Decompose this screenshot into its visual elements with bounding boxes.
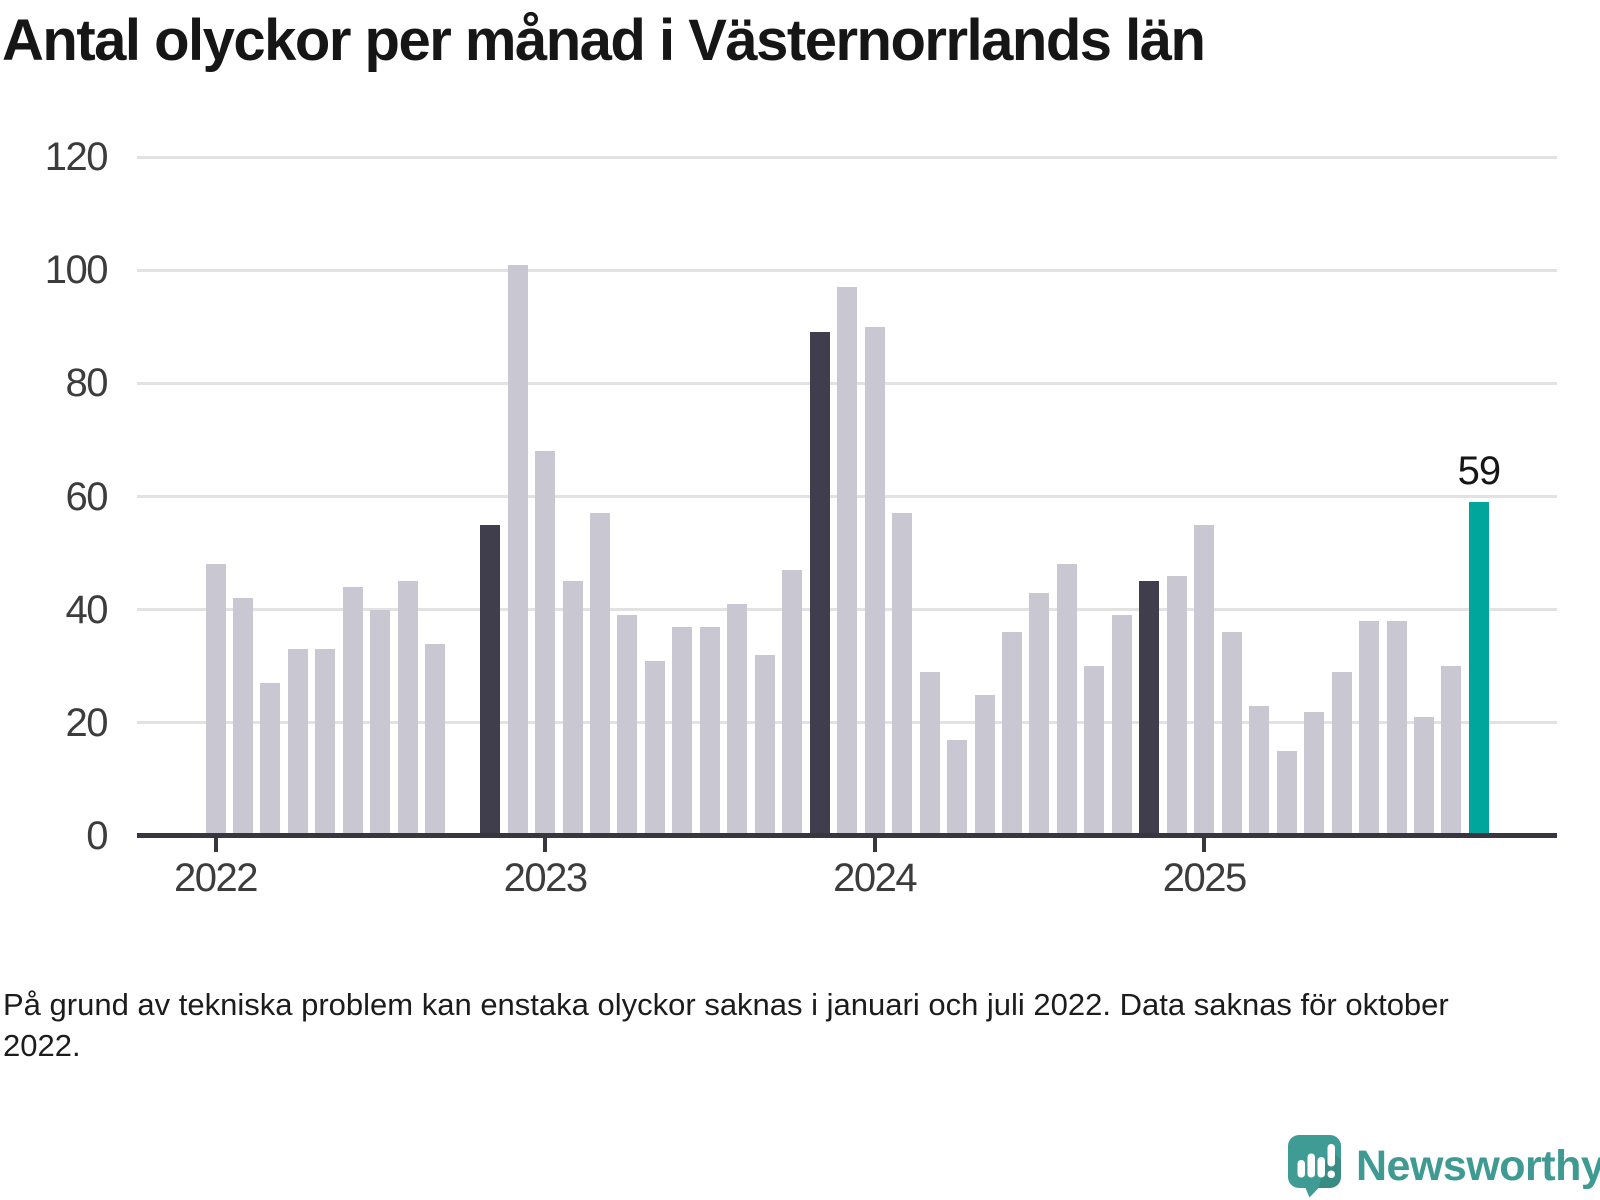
bar-2025-02 — [1221, 632, 1242, 836]
bar-2024-05 — [974, 694, 995, 836]
bar-2023-12 — [837, 287, 858, 836]
bar-2024-12 — [1166, 575, 1187, 836]
bar-2022-09 — [425, 643, 446, 836]
bar-2025-11 — [1468, 502, 1489, 836]
bar-2023-10 — [782, 570, 803, 836]
bar-2025-05 — [1304, 711, 1325, 836]
bar-2025-09 — [1414, 717, 1434, 836]
bar-2024-03 — [919, 671, 940, 836]
bar-2024-01 — [864, 326, 885, 836]
gridline-120 — [137, 155, 1557, 159]
x-axis-line — [137, 833, 1557, 838]
bar-2025-01 — [1194, 524, 1215, 836]
bar-2025-07 — [1359, 621, 1380, 836]
bar-2023-11 — [809, 332, 830, 836]
bar-2023-05 — [644, 660, 665, 836]
bar-2024-04 — [947, 739, 968, 836]
bar-2023-08 — [727, 604, 748, 836]
bar-2023-09 — [754, 654, 775, 836]
newsworthy-logo-text: Newsworthy — [1356, 1142, 1600, 1190]
y-axis-label: 60 — [65, 474, 109, 519]
bar-2024-02 — [892, 513, 913, 836]
y-axis-label: 20 — [65, 700, 109, 745]
y-axis-label: 80 — [65, 361, 109, 406]
bar-2022-08 — [397, 581, 418, 836]
value-annotation: 59 — [1457, 449, 1502, 494]
y-axis-label: 40 — [65, 587, 109, 632]
year-tick-2022 — [213, 838, 218, 852]
bar-2023-07 — [699, 626, 720, 836]
bar-2023-03 — [590, 513, 611, 836]
chart-title: Antal olyckor per månad i Västernorrland… — [2, 8, 1206, 73]
bar-2024-06 — [1002, 632, 1022, 836]
bar-2022-03 — [260, 683, 281, 836]
bar-2025-03 — [1249, 705, 1270, 836]
year-tick-2024 — [872, 838, 877, 852]
bar-2022-02 — [232, 598, 253, 836]
gridline-100 — [137, 268, 1557, 272]
y-axis-label: 120 — [44, 135, 109, 179]
bar-2024-07 — [1029, 592, 1050, 836]
x-axis-label: 2024 — [833, 856, 917, 900]
bar-2022-01 — [205, 564, 226, 836]
bar-2024-11 — [1139, 581, 1160, 836]
bar-2025-04 — [1276, 751, 1297, 836]
x-axis-label: 2022 — [174, 856, 258, 900]
bar-2022-12 — [507, 264, 528, 836]
bar-2022-04 — [287, 649, 308, 836]
bar-2025-08 — [1386, 621, 1407, 836]
newsworthy-logo-icon — [1288, 1135, 1341, 1198]
bar-2024-09 — [1084, 666, 1105, 836]
footnote: På grund av tekniska problem kan enstaka… — [3, 987, 1449, 1064]
year-tick-2025 — [1202, 838, 1207, 852]
newsworthy-logo[interactable]: Newsworthy — [1288, 1133, 1600, 1200]
x-axis-label: 2025 — [1162, 856, 1247, 900]
bar-2022-05 — [315, 649, 336, 836]
bar-2023-02 — [562, 581, 583, 836]
bar-2024-08 — [1056, 564, 1077, 836]
bar-2024-10 — [1111, 615, 1132, 836]
x-axis-label: 2023 — [503, 856, 588, 900]
bar-2023-04 — [617, 615, 638, 836]
bar-2025-06 — [1331, 671, 1352, 836]
bar-2022-11 — [480, 524, 501, 836]
bar-2023-01 — [535, 451, 556, 836]
y-axis-label: 100 — [44, 248, 109, 293]
bar-2022-07 — [370, 609, 391, 836]
bar-2025-10 — [1441, 666, 1462, 836]
plot-area — [137, 140, 1557, 838]
bar-2022-06 — [342, 587, 363, 836]
year-tick-2023 — [543, 838, 548, 852]
y-axis-label: 0 — [86, 814, 108, 858]
bar-2023-06 — [672, 626, 693, 836]
